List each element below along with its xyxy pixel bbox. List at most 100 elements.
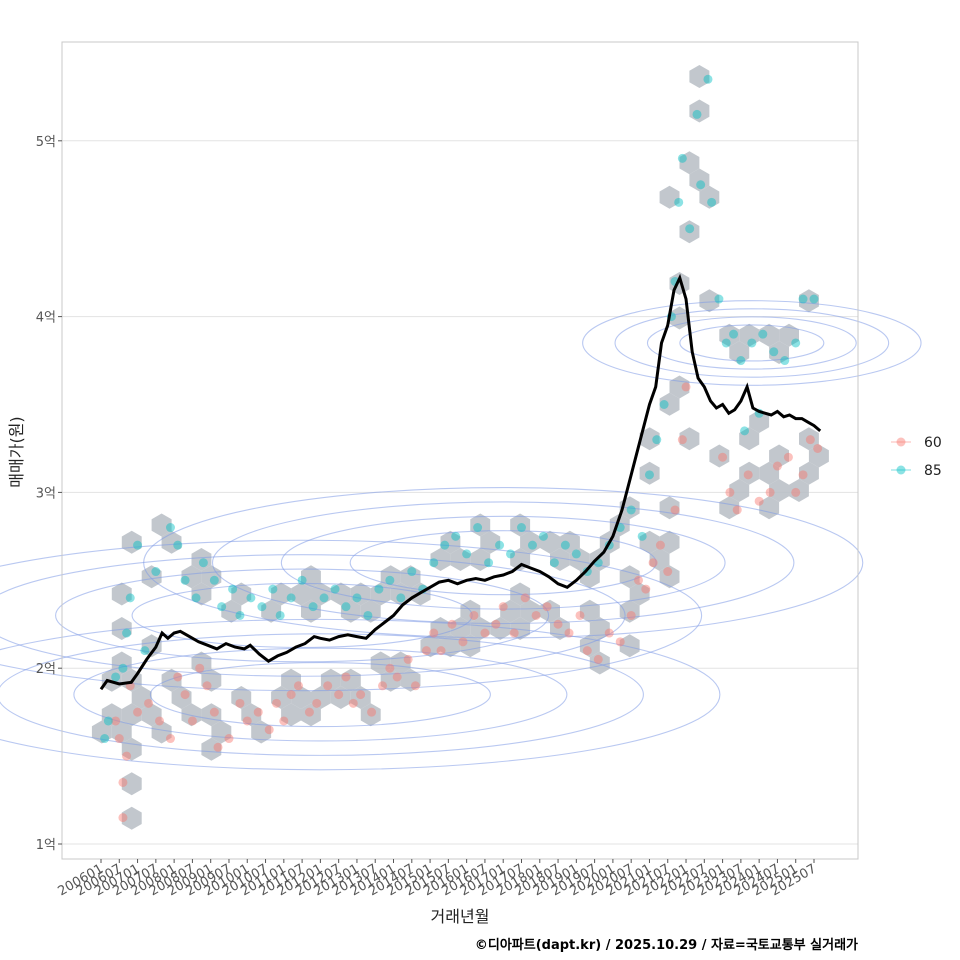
point-85	[257, 602, 267, 612]
point-85	[659, 400, 669, 409]
hex-cell	[799, 427, 819, 451]
y-tick-label: 1억	[36, 838, 56, 853]
hex-cell	[689, 168, 710, 192]
hex-cell	[769, 444, 789, 468]
point-60	[224, 734, 234, 744]
hex-cell	[350, 686, 371, 709]
point-60	[253, 707, 263, 717]
point-60	[491, 619, 501, 629]
point-85	[191, 593, 201, 603]
point-60	[633, 575, 643, 585]
point-60	[312, 698, 322, 708]
point-60	[520, 593, 530, 603]
contour-line	[582, 300, 922, 386]
hex-cell	[669, 306, 690, 330]
point-60	[118, 777, 128, 787]
point-85	[118, 663, 128, 673]
hex-cell	[540, 530, 560, 554]
point-85	[180, 575, 190, 585]
hex-cell	[779, 323, 799, 347]
hex-cell	[121, 703, 142, 727]
hex-cell	[729, 479, 750, 502]
point-60	[118, 813, 128, 823]
point-60	[447, 619, 457, 629]
hex-cell	[480, 530, 501, 554]
point-60	[367, 707, 377, 717]
point-85	[396, 593, 406, 603]
point-85	[747, 338, 757, 348]
point-60	[235, 698, 245, 708]
point-60	[681, 382, 691, 392]
legend-label-60: 60	[924, 435, 942, 451]
point-85	[228, 584, 238, 594]
hex-cell	[231, 686, 252, 709]
hex-cell	[121, 772, 142, 796]
hex-cell	[440, 530, 461, 554]
point-85	[740, 426, 750, 436]
point-60	[564, 628, 574, 638]
point-85	[451, 531, 461, 541]
legend-key-85	[896, 465, 906, 475]
legend-key-60	[896, 437, 906, 447]
hex-cell	[490, 617, 511, 640]
point-85	[111, 672, 121, 682]
hex-cell	[799, 289, 819, 313]
contour-line	[349, 530, 657, 596]
point-85	[173, 540, 183, 550]
hex-cell	[619, 634, 640, 658]
point-85	[677, 153, 687, 163]
point-85	[374, 584, 384, 594]
point-85	[268, 584, 278, 594]
point-85	[769, 347, 779, 357]
point-60	[575, 610, 585, 620]
point-60	[670, 505, 680, 515]
point-85	[308, 602, 318, 612]
hex-cell	[739, 461, 760, 485]
hex-cell	[241, 703, 262, 727]
point-85	[235, 610, 245, 620]
point-60	[743, 470, 753, 480]
hex-cell	[589, 651, 610, 675]
point-60	[122, 751, 132, 761]
point-60	[429, 628, 439, 638]
hex-cell	[659, 392, 680, 416]
point-60	[798, 470, 808, 480]
hex-cell	[639, 461, 660, 485]
hex-cell	[719, 323, 740, 347]
point-85	[407, 567, 417, 577]
hex-cell	[430, 548, 451, 571]
hex-cell	[350, 582, 371, 606]
point-85	[165, 523, 175, 533]
hex-cell	[251, 720, 272, 744]
point-60	[202, 681, 212, 691]
hex-cell	[171, 686, 192, 709]
point-85	[736, 356, 746, 366]
hex-cell	[739, 323, 760, 347]
point-60	[410, 681, 420, 691]
point-60	[155, 716, 165, 726]
point-85	[721, 338, 731, 348]
point-85	[685, 224, 695, 234]
point-60	[772, 461, 782, 471]
point-85	[122, 628, 132, 638]
scatter-points	[100, 74, 823, 823]
hex-cell	[659, 565, 680, 589]
point-85	[217, 602, 227, 612]
point-85	[330, 584, 340, 594]
point-60	[593, 654, 603, 664]
point-60	[421, 646, 431, 656]
hex-cell	[311, 686, 331, 709]
point-60	[641, 584, 651, 594]
point-85	[637, 531, 647, 541]
hex-cell	[91, 720, 112, 744]
point-85	[696, 180, 706, 190]
point-85	[644, 470, 654, 480]
hex-cell	[301, 703, 321, 727]
hex-cell	[679, 427, 700, 451]
point-85	[429, 558, 439, 568]
y-tick-label: 5억	[36, 135, 56, 150]
hex-cell	[560, 530, 580, 554]
contour-line	[646, 316, 857, 370]
point-85	[246, 593, 256, 603]
